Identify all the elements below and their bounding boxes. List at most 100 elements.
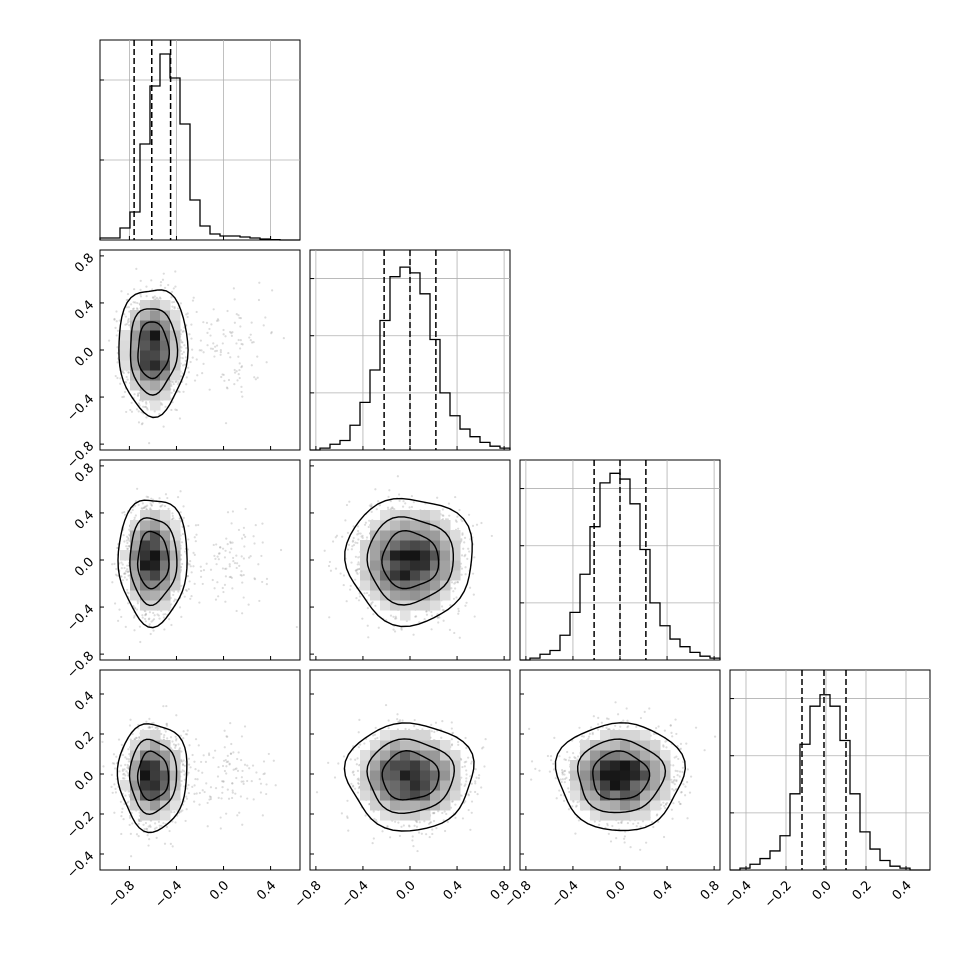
scatter-point (233, 321, 236, 324)
scatter-point (131, 307, 135, 311)
scatter-point (141, 614, 144, 617)
scatter-point (209, 334, 212, 337)
scatter-point (454, 519, 458, 522)
scatter-point (127, 317, 130, 321)
scatter-point (214, 557, 217, 561)
scatter-point (206, 331, 209, 334)
scatter-point (128, 310, 131, 313)
scatter-point (137, 503, 140, 507)
scatter-point (158, 412, 161, 416)
scatter-point (159, 297, 162, 300)
scatter-point (174, 408, 177, 411)
scatter-point (219, 349, 222, 352)
scatter-point (124, 315, 127, 318)
scatter-point (150, 620, 153, 623)
scatter-point (229, 540, 232, 544)
scatter-point (134, 504, 137, 507)
scatter-point (191, 348, 194, 351)
scatter-point (122, 395, 125, 398)
scatter-point (187, 371, 190, 374)
scatter-point (456, 580, 459, 584)
scatter-point (195, 533, 198, 536)
scatter-point (146, 408, 149, 411)
contour-line (118, 289, 189, 419)
scatter-point (225, 537, 228, 540)
scatter-point (125, 298, 128, 302)
density-cell (140, 590, 151, 601)
scatter-point (115, 567, 118, 571)
scatter-point (354, 578, 357, 581)
scatter-point (120, 561, 123, 564)
scatter-point (412, 501, 415, 504)
scatter-point (200, 349, 203, 352)
scatter-point (171, 512, 174, 515)
density-cell (150, 570, 161, 581)
scatter-point (455, 520, 458, 523)
scatter-point (133, 629, 136, 632)
scatter-point (219, 353, 222, 356)
scatter-point (331, 540, 335, 543)
scatter-point (115, 310, 118, 313)
scatter-point (240, 366, 243, 369)
scatter-point (174, 380, 177, 384)
scatter-point (241, 395, 244, 398)
scatter-point (215, 344, 219, 347)
scatter-point (107, 339, 111, 342)
scatter-point (187, 588, 190, 591)
scatter-point (262, 324, 265, 327)
histogram-0 (99, 39, 301, 241)
scatter-point (202, 362, 205, 366)
scatter-point (438, 616, 441, 619)
density-cell (160, 320, 171, 331)
scatter-point (219, 546, 222, 549)
density-cell (150, 600, 161, 611)
density-cell (170, 560, 181, 571)
scatter-point (172, 287, 175, 290)
scatter-point (214, 350, 217, 353)
scatter-point (363, 523, 367, 526)
scatter-point (181, 330, 184, 334)
scatter-point (357, 532, 360, 535)
scatter-point (164, 405, 167, 408)
scatter-point (357, 567, 360, 571)
scatter-point (212, 342, 215, 345)
scatter-point (253, 376, 256, 379)
scatter-point (162, 425, 165, 428)
scatter-point (115, 334, 118, 337)
scatter-point (117, 619, 120, 622)
scatter-point (241, 581, 244, 584)
scatter-point (230, 332, 233, 335)
scatter-point (352, 543, 356, 547)
scatter-point (224, 600, 227, 603)
scatter-point (179, 302, 183, 305)
scatter-point (179, 554, 183, 557)
contour-line (137, 321, 171, 380)
scatter-point (114, 326, 117, 330)
scatter-point (453, 631, 456, 635)
scatter-point (124, 381, 128, 384)
scatter-point (250, 321, 253, 324)
scatter-point (190, 571, 193, 574)
scatter-point (181, 532, 184, 536)
scatter-point (240, 385, 243, 388)
scatter-point (242, 526, 246, 529)
scatter-point (148, 623, 151, 626)
scatter-point (242, 596, 245, 599)
scatter-point (155, 296, 158, 299)
scatter-point (186, 575, 189, 578)
scatter-point (223, 583, 227, 586)
scatter-point (172, 590, 176, 593)
scatter-point (363, 592, 366, 595)
scatter-point (220, 375, 223, 379)
panel-0-1 (99, 249, 301, 451)
scatter-point (244, 507, 247, 511)
scatter-point (254, 524, 257, 527)
scatter-point (161, 504, 164, 507)
scatter-point (150, 504, 153, 507)
scatter-point (226, 309, 229, 313)
scatter-point (144, 505, 147, 508)
scatter-point (328, 560, 332, 564)
scatter-point (412, 633, 415, 636)
scatter-point (444, 518, 448, 521)
scatter-point (252, 341, 255, 344)
